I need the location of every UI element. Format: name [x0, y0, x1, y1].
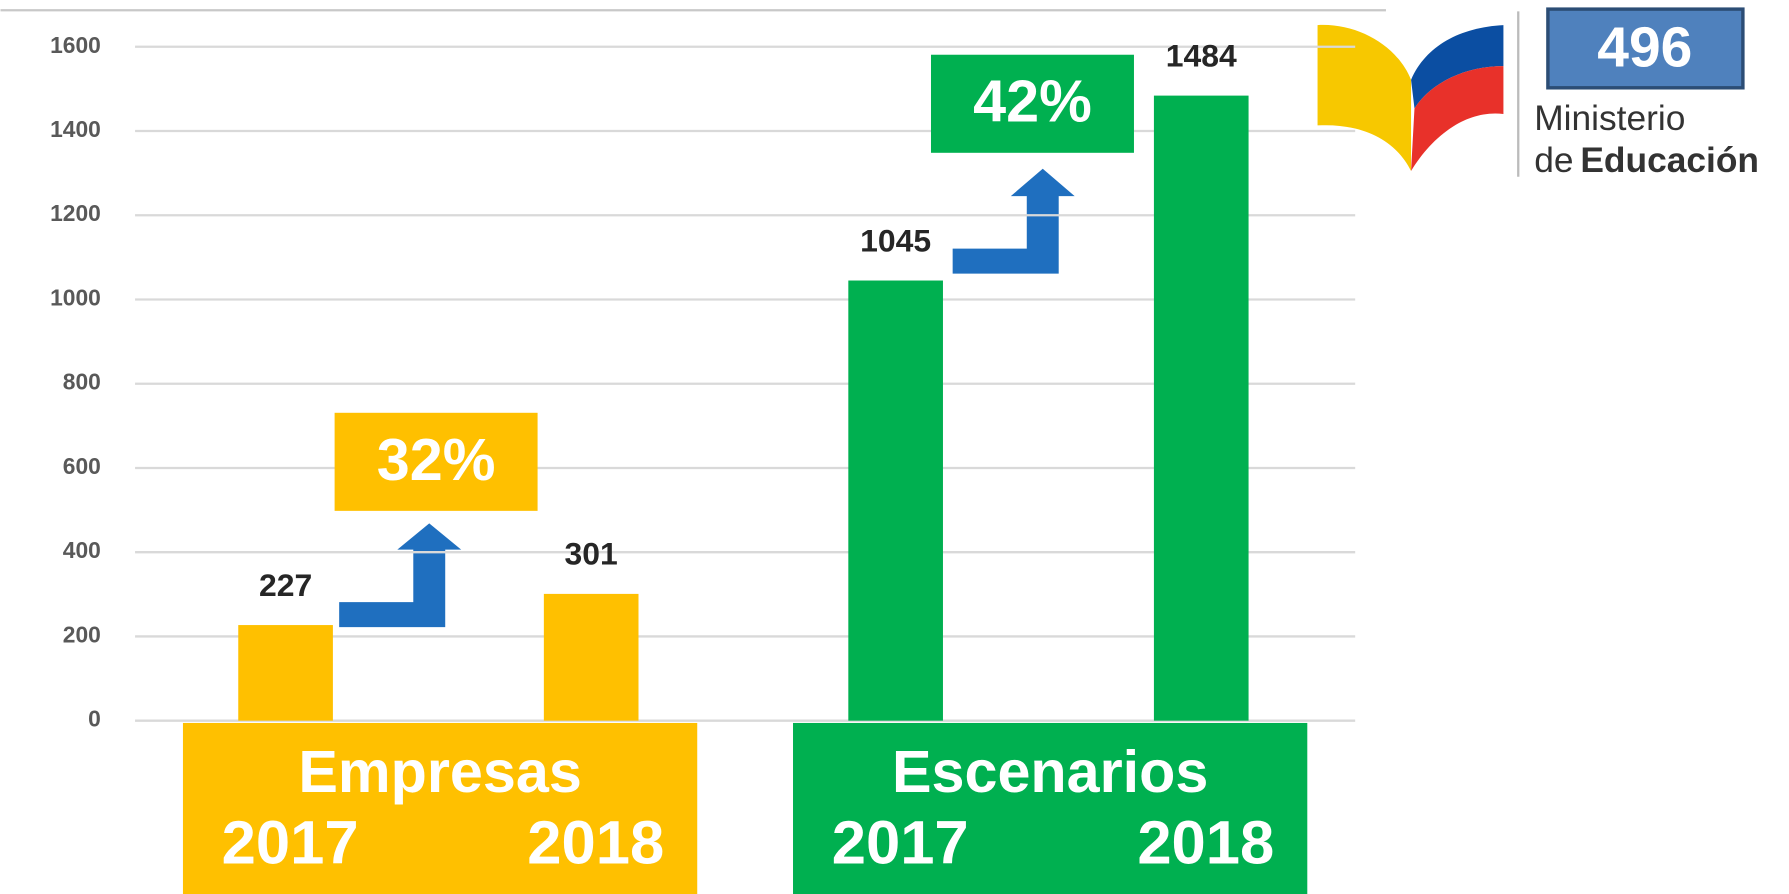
value-label: 227: [259, 567, 312, 603]
logo-blue: [1411, 25, 1504, 109]
logo: 496 Ministerio de Educación: [1317, 7, 1759, 180]
bar: [1153, 95, 1249, 721]
bar: [238, 625, 333, 721]
y-tick-label: 1000: [50, 284, 101, 310]
bar: [543, 593, 639, 721]
logo-number: 496: [1597, 15, 1692, 79]
y-tick-label: 1400: [50, 116, 101, 142]
group-label: Escenarios: [892, 738, 1208, 805]
y-tick-label: 600: [63, 453, 101, 479]
y-tick-label: 0: [88, 706, 101, 732]
logo-line2: de Educación: [1534, 141, 1759, 180]
bar: [848, 280, 943, 721]
x-tick-label: 2017: [832, 809, 969, 878]
x-tick-label: 2018: [1137, 809, 1274, 878]
y-tick-label: 1600: [50, 32, 101, 58]
logo-line1: Ministerio: [1534, 99, 1685, 138]
value-label: 1045: [860, 222, 931, 258]
change-label: 32%: [377, 426, 496, 493]
group-label-box: [182, 722, 698, 894]
value-label: 1484: [1166, 37, 1237, 73]
logo-red: [1411, 66, 1504, 172]
change-box: [334, 412, 538, 511]
logo-yellow: [1317, 24, 1412, 172]
change-box: [930, 54, 1134, 153]
y-tick-label: 1200: [50, 200, 101, 226]
group-label: Empresas: [298, 738, 581, 805]
y-tick-label: 400: [63, 537, 101, 563]
arrow: [952, 168, 1075, 274]
arrow: [339, 523, 462, 628]
logo-prefix: de: [1534, 141, 1573, 180]
y-tick-label: 800: [63, 369, 101, 395]
logo-bold: Educación: [1580, 141, 1759, 180]
value-label: 301: [565, 536, 618, 572]
x-tick-label: 2018: [527, 809, 664, 878]
change-label: 42%: [973, 68, 1092, 135]
y-tick-label: 200: [63, 621, 101, 647]
logo-number-box: [1546, 7, 1745, 90]
x-tick-label: 2017: [222, 809, 359, 878]
group-label-box: [793, 722, 1308, 894]
